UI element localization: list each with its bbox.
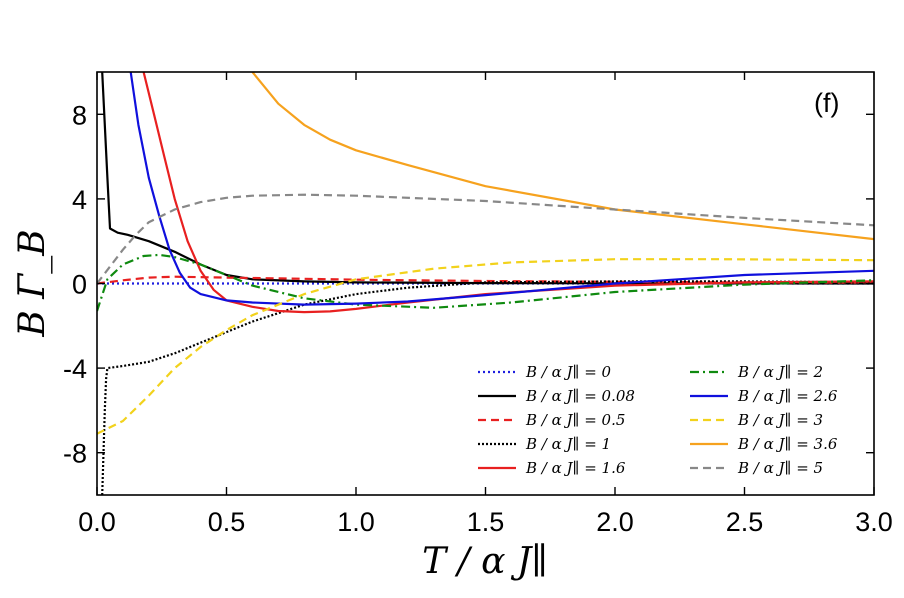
legend-label-1: B / α J∥ = 0.08 [525, 387, 635, 405]
y-tick-label: -4 [63, 354, 87, 384]
y-tick-label: -8 [63, 439, 87, 469]
series-line-8 [251, 72, 874, 241]
x-tick-label: 2.0 [596, 507, 634, 537]
series-line-5 [97, 253, 874, 312]
x-tick-label: 1.0 [337, 507, 375, 537]
legend-label-3: B / α J∥ = 1 [525, 435, 611, 453]
legend-label-7: B / α J∥ = 3 [737, 411, 823, 429]
x-axis-label: T / α J∥ [422, 541, 548, 582]
legend-label-0: B / α J∥ = 0 [525, 363, 612, 381]
panel-label: (f) [814, 88, 839, 118]
y-axis-label: B Γ_B [12, 229, 53, 337]
tick-labels: 0.0 0.5 1.0 1.5 2.0 2.5 3.0 -8 -4 0 4 8 [63, 100, 893, 537]
series-line-9 [97, 193, 874, 285]
x-tick-label: 2.5 [726, 507, 764, 537]
legend-label-6: B / α J∥ = 2.6 [737, 387, 838, 405]
x-tick-label: 3.0 [855, 507, 893, 537]
legend-label-9: B / α J∥ = 5 [737, 459, 823, 477]
series-line-4 [142, 72, 874, 314]
tick-layer [96, 72, 875, 495]
series-line-7 [97, 258, 874, 435]
legend-label-4: B / α J∥ = 1.6 [525, 459, 626, 477]
legend-label-8: B / α J∥ = 3.6 [737, 435, 838, 453]
legend-label-2: B / α J∥ = 0.5 [525, 411, 625, 429]
legend-label-5: B / α J∥ = 2 [737, 363, 823, 381]
legend: B / α J∥ = 0 B / α J∥ = 0.08 B / α J∥ = 0.… [478, 363, 838, 477]
y-tick-label: 4 [72, 185, 87, 215]
y-tick-label: 0 [72, 270, 87, 300]
series-line-1 [101, 72, 874, 285]
series-layer [97, 72, 874, 495]
x-tick-label: 0.5 [208, 507, 246, 537]
series-line-2 [97, 275, 874, 285]
series-line-6 [129, 72, 874, 306]
y-tick-label: 8 [72, 100, 87, 130]
x-tick-label: 1.5 [467, 507, 505, 537]
x-tick-label: 0.0 [78, 507, 116, 537]
